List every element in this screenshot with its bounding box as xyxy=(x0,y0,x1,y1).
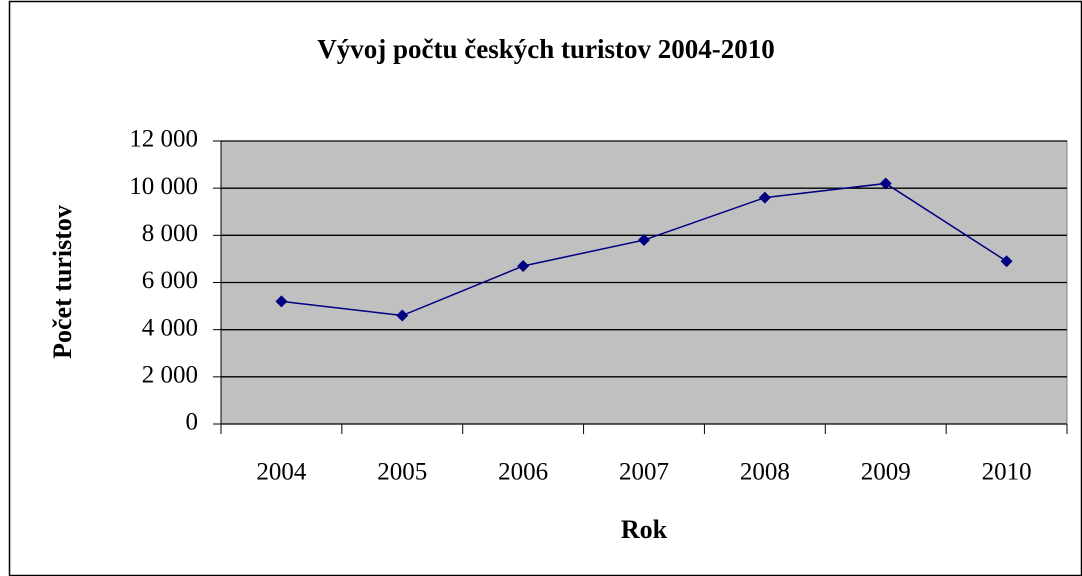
data-point xyxy=(758,191,771,204)
x-tick-label: 2008 xyxy=(740,459,790,486)
data-point xyxy=(638,234,650,247)
x-tick-label: 2005 xyxy=(377,459,427,486)
data-point xyxy=(396,309,409,322)
x-axis-label: Rok xyxy=(621,515,668,544)
y-tick-label: 4 000 xyxy=(142,314,198,341)
x-tick-label: 2010 xyxy=(982,459,1032,486)
data-point xyxy=(879,177,892,190)
y-tick-label: 2 000 xyxy=(142,362,198,389)
x-tick-label: 2007 xyxy=(619,459,669,486)
x-tick-label: 2009 xyxy=(861,459,911,486)
x-tick-label: 2004 xyxy=(256,459,307,486)
y-tick-label: 12 000 xyxy=(129,126,198,153)
data-point xyxy=(275,295,288,308)
chart-title: Vývoj počtu českých turistov 2004-2010 xyxy=(317,34,774,64)
data-point xyxy=(1000,255,1013,268)
y-axis-label: Počet turistov xyxy=(48,205,77,359)
y-tick-label: 10 000 xyxy=(129,173,198,200)
y-tick-label: 8 000 xyxy=(142,220,198,247)
x-tick-label: 2006 xyxy=(498,459,548,486)
y-tick-label: 6 000 xyxy=(142,267,198,294)
data-point xyxy=(517,259,530,272)
y-tick-label: 0 xyxy=(186,409,199,436)
